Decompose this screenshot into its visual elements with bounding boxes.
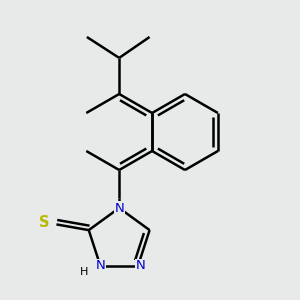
Text: S: S <box>39 215 50 230</box>
Text: N: N <box>114 202 124 214</box>
Text: N: N <box>95 260 105 272</box>
Text: H: H <box>80 267 88 277</box>
Text: N: N <box>136 260 146 272</box>
